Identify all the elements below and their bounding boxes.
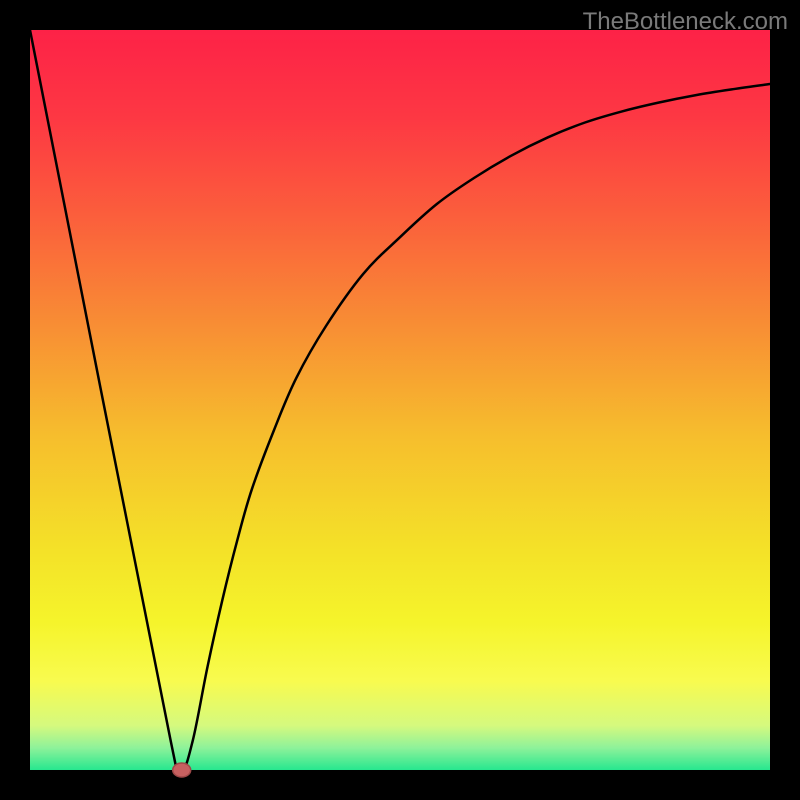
optimal-point-marker [173, 763, 191, 777]
chart-container: TheBottleneck.com [0, 0, 800, 800]
chart-svg [0, 0, 800, 800]
plot-background [30, 30, 770, 770]
watermark-text: TheBottleneck.com [583, 8, 788, 36]
